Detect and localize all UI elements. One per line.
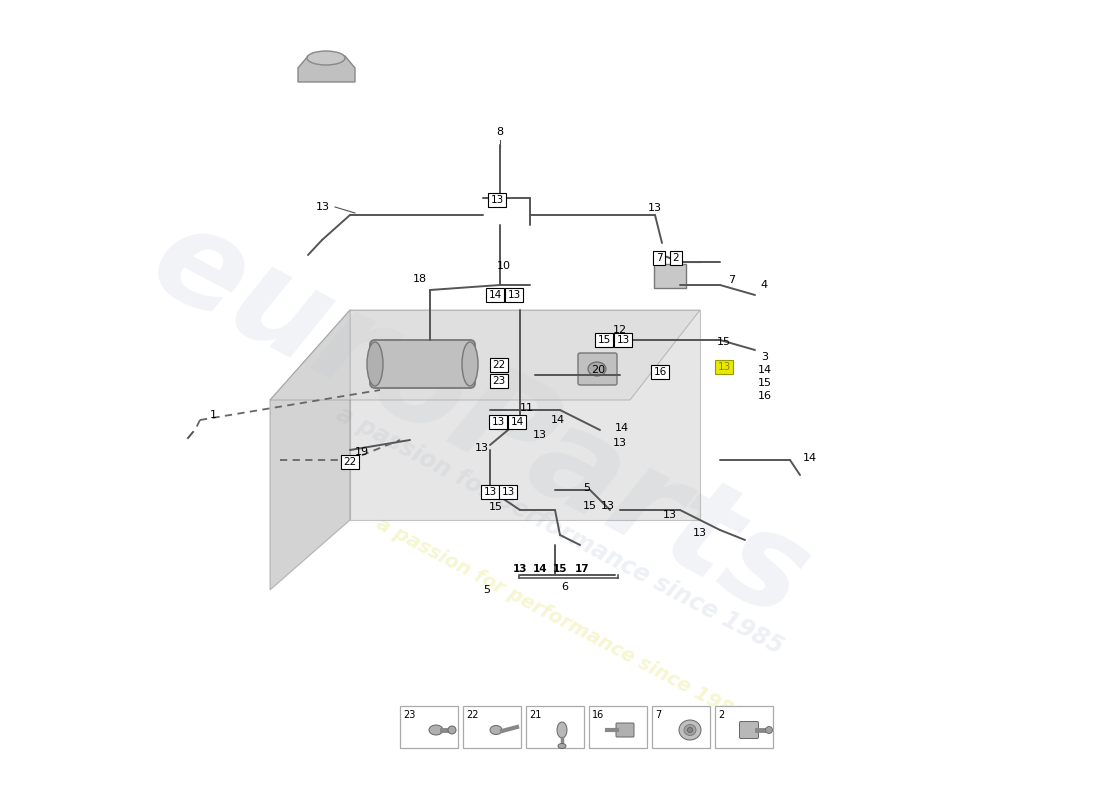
- Ellipse shape: [490, 726, 502, 734]
- Text: 13: 13: [693, 528, 707, 538]
- Text: 14: 14: [803, 453, 817, 463]
- Ellipse shape: [557, 722, 566, 738]
- Text: 22: 22: [343, 457, 356, 467]
- FancyBboxPatch shape: [370, 340, 475, 388]
- Text: 13: 13: [513, 564, 527, 574]
- Ellipse shape: [558, 743, 566, 749]
- Text: 14: 14: [615, 423, 629, 433]
- Polygon shape: [298, 56, 355, 82]
- Text: 13: 13: [648, 203, 662, 213]
- Ellipse shape: [766, 726, 772, 734]
- Text: 17: 17: [574, 564, 590, 574]
- Text: 10: 10: [497, 261, 512, 271]
- Text: 13: 13: [507, 290, 520, 300]
- Text: 7: 7: [654, 710, 661, 720]
- FancyBboxPatch shape: [588, 706, 647, 748]
- Text: 13: 13: [316, 202, 330, 212]
- FancyBboxPatch shape: [715, 706, 773, 748]
- Text: 18: 18: [412, 274, 427, 284]
- Text: 13: 13: [492, 417, 505, 427]
- Text: a passion for performance since 1985: a passion for performance since 1985: [332, 402, 788, 658]
- Text: 15: 15: [717, 337, 732, 347]
- Text: 2: 2: [673, 253, 680, 263]
- FancyBboxPatch shape: [652, 706, 710, 748]
- Text: 13: 13: [663, 510, 676, 520]
- FancyBboxPatch shape: [526, 706, 584, 748]
- FancyBboxPatch shape: [578, 353, 617, 385]
- Polygon shape: [350, 310, 700, 520]
- Text: 7: 7: [728, 275, 736, 285]
- Text: 13: 13: [534, 430, 547, 440]
- Text: 13: 13: [475, 443, 490, 453]
- Text: 19: 19: [355, 447, 370, 457]
- FancyBboxPatch shape: [400, 706, 458, 748]
- Text: 15: 15: [597, 335, 611, 345]
- Ellipse shape: [688, 727, 693, 733]
- Text: 13: 13: [491, 195, 504, 205]
- Text: 13: 13: [483, 487, 496, 497]
- Ellipse shape: [684, 725, 696, 735]
- Text: 8: 8: [496, 127, 504, 137]
- Text: 12: 12: [613, 325, 627, 335]
- FancyBboxPatch shape: [739, 722, 759, 738]
- Text: 14: 14: [758, 365, 772, 375]
- Text: 22: 22: [466, 710, 478, 720]
- Text: 5: 5: [484, 585, 491, 595]
- Text: 16: 16: [592, 710, 604, 720]
- Text: 15: 15: [552, 564, 568, 574]
- Text: 15: 15: [490, 502, 503, 512]
- Ellipse shape: [679, 720, 701, 740]
- Text: 20: 20: [591, 365, 605, 375]
- Text: 5: 5: [583, 483, 591, 493]
- Text: 21: 21: [529, 710, 541, 720]
- Text: 14: 14: [510, 417, 524, 427]
- Text: 4: 4: [760, 280, 768, 290]
- Ellipse shape: [588, 362, 606, 376]
- Text: 15: 15: [758, 378, 772, 388]
- FancyBboxPatch shape: [616, 723, 634, 737]
- Text: euroParts: euroParts: [131, 194, 829, 646]
- Text: 11: 11: [520, 403, 534, 413]
- Text: 13: 13: [601, 501, 615, 511]
- Text: 16: 16: [758, 391, 772, 401]
- Text: 13: 13: [502, 487, 515, 497]
- Ellipse shape: [429, 725, 443, 735]
- FancyBboxPatch shape: [463, 706, 521, 748]
- Text: 6: 6: [561, 582, 569, 592]
- Polygon shape: [270, 310, 700, 400]
- Text: 13: 13: [616, 335, 629, 345]
- Text: 13: 13: [613, 438, 627, 448]
- Text: 3: 3: [761, 352, 769, 362]
- Text: 1: 1: [209, 410, 217, 420]
- Text: 14: 14: [532, 564, 548, 574]
- Text: a passion for performance since 1985: a passion for performance since 1985: [373, 514, 748, 726]
- Text: 14: 14: [488, 290, 502, 300]
- Text: 14: 14: [551, 415, 565, 425]
- Ellipse shape: [448, 726, 456, 734]
- Ellipse shape: [367, 342, 383, 386]
- FancyBboxPatch shape: [654, 264, 686, 288]
- Text: 2: 2: [718, 710, 724, 720]
- Text: 15: 15: [583, 501, 597, 511]
- Polygon shape: [270, 310, 350, 590]
- Text: 23: 23: [493, 376, 506, 386]
- Text: 23: 23: [403, 710, 416, 720]
- Text: 22: 22: [493, 360, 506, 370]
- Text: 16: 16: [653, 367, 667, 377]
- Text: 13: 13: [717, 362, 730, 372]
- Ellipse shape: [307, 51, 345, 65]
- Text: 7: 7: [656, 253, 662, 263]
- Ellipse shape: [462, 342, 478, 386]
